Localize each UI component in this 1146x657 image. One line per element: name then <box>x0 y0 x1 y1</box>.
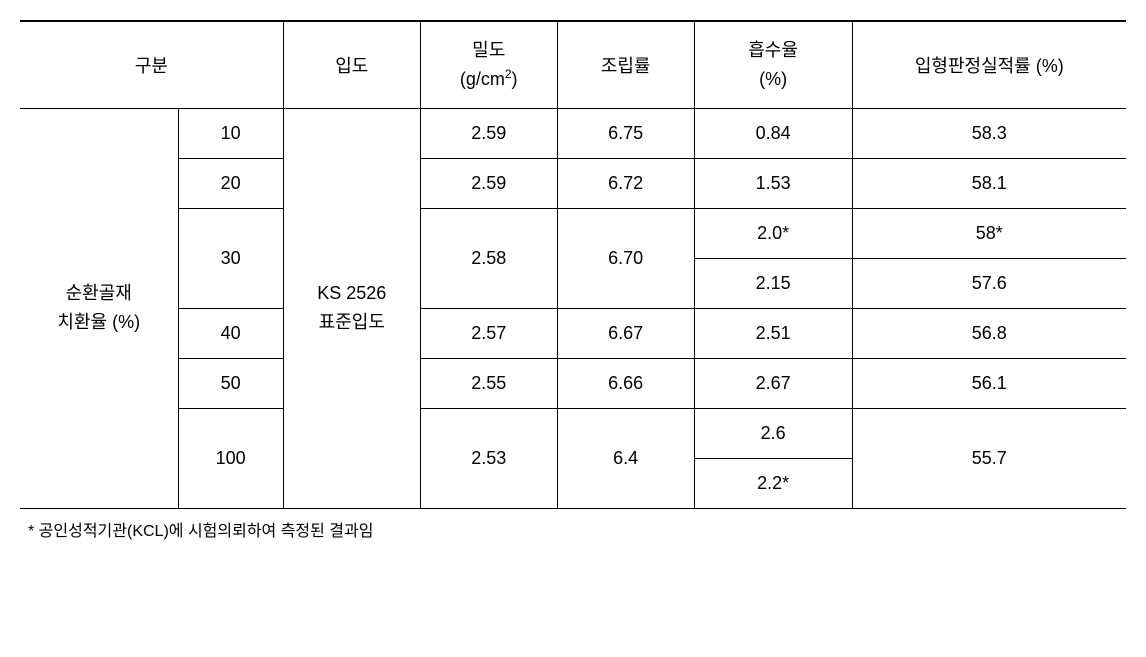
jorip-cell: 6.67 <box>557 308 694 358</box>
heupsu-cell: 2.67 <box>694 358 852 408</box>
iphyeong-cell: 57.6 <box>852 258 1126 308</box>
header-mildo: 밀도 (g/cm2) <box>420 21 557 108</box>
table-row: 30 2.58 6.70 2.0* 58* <box>20 208 1126 258</box>
header-iphyeong: 입형판정실적률 (%) <box>852 21 1126 108</box>
rate-cell: 30 <box>178 208 283 308</box>
heupsu-cell: 0.84 <box>694 108 852 158</box>
header-jorip: 조립률 <box>557 21 694 108</box>
mildo-cell: 2.57 <box>420 308 557 358</box>
rate-cell: 10 <box>178 108 283 158</box>
heupsu-cell: 1.53 <box>694 158 852 208</box>
mildo-cell: 2.59 <box>420 108 557 158</box>
table-row: 40 2.57 6.67 2.51 56.8 <box>20 308 1126 358</box>
jorip-cell: 6.66 <box>557 358 694 408</box>
rate-cell: 20 <box>178 158 283 208</box>
mildo-cell: 2.55 <box>420 358 557 408</box>
rate-cell: 40 <box>178 308 283 358</box>
header-row: 구분 입도 밀도 (g/cm2) 조립률 흡수율 (%) 입형판정실적률 (%) <box>20 21 1126 108</box>
iphyeong-cell: 58.1 <box>852 158 1126 208</box>
iphyeong-cell: 56.8 <box>852 308 1126 358</box>
jorip-cell: 6.72 <box>557 158 694 208</box>
header-mildo-line2-prefix: (g/cm <box>460 69 505 89</box>
heupsu-cell: 2.0* <box>694 208 852 258</box>
iphyeong-cell: 58.3 <box>852 108 1126 158</box>
header-heupsu-line1: 흡수율 <box>748 40 798 60</box>
iphyeong-cell: 58* <box>852 208 1126 258</box>
ipdo-line2: 표준입도 <box>319 312 385 332</box>
row-label-line1: 순환골재 <box>66 283 132 303</box>
table-row: 20 2.59 6.72 1.53 58.1 <box>20 158 1126 208</box>
row-label-line2: 치환율 (%) <box>57 312 140 332</box>
mildo-cell: 2.53 <box>420 408 557 508</box>
table-row: 순환골재 치환율 (%) 10 KS 2526 표준입도 2.59 6.75 0… <box>20 108 1126 158</box>
heupsu-cell: 2.6 <box>694 408 852 458</box>
header-mildo-sup: 2 <box>505 67 512 81</box>
jorip-cell: 6.75 <box>557 108 694 158</box>
rate-cell: 50 <box>178 358 283 408</box>
heupsu-cell: 2.2* <box>694 458 852 508</box>
header-gubun: 구분 <box>20 21 283 108</box>
footnote: * 공인성적기관(KCL)에 시험의뢰하여 측정된 결과임 <box>20 517 1126 541</box>
iphyeong-cell: 56.1 <box>852 358 1126 408</box>
header-heupsu: 흡수율 (%) <box>694 21 852 108</box>
mildo-cell: 2.58 <box>420 208 557 308</box>
mildo-cell: 2.59 <box>420 158 557 208</box>
jorip-cell: 6.70 <box>557 208 694 308</box>
header-heupsu-line2: (%) <box>759 69 787 89</box>
iphyeong-cell: 55.7 <box>852 408 1126 508</box>
ipdo-line1: KS 2526 <box>317 283 386 303</box>
heupsu-cell: 2.15 <box>694 258 852 308</box>
header-mildo-line2-suffix: ) <box>512 69 518 89</box>
ipdo-cell: KS 2526 표준입도 <box>283 108 420 508</box>
heupsu-cell: 2.51 <box>694 308 852 358</box>
rate-cell: 100 <box>178 408 283 508</box>
table-row: 50 2.55 6.66 2.67 56.1 <box>20 358 1126 408</box>
jorip-cell: 6.4 <box>557 408 694 508</box>
table-row: 100 2.53 6.4 2.6 55.7 <box>20 408 1126 458</box>
header-ipdo: 입도 <box>283 21 420 108</box>
header-mildo-line1: 밀도 <box>472 40 505 60</box>
data-table: 구분 입도 밀도 (g/cm2) 조립률 흡수율 (%) 입형판정실적률 (%)… <box>20 20 1126 509</box>
table-container: 구분 입도 밀도 (g/cm2) 조립률 흡수율 (%) 입형판정실적률 (%)… <box>20 20 1126 541</box>
row-label-cell: 순환골재 치환율 (%) <box>20 108 178 508</box>
